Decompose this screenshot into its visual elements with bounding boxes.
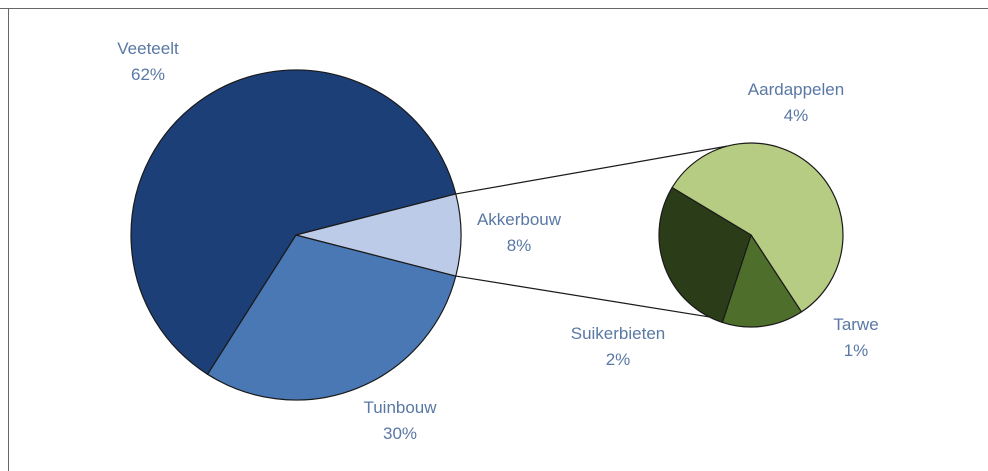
label-suikerbieten-name: Suikerbieten [571, 324, 666, 343]
connector-lines [455, 145, 728, 318]
label-tuinbouw-value: 30% [383, 424, 417, 443]
label-tarwe-value: 1% [844, 341, 869, 360]
connector-line-top [455, 145, 728, 195]
label-suikerbieten-value: 2% [606, 350, 631, 369]
label-tuinbouw-name: Tuinbouw [363, 398, 437, 417]
pie-slice-veeteelt [130, 69, 457, 375]
label-tarwe-name: Tarwe [833, 315, 878, 334]
main-pie [130, 69, 462, 401]
label-aardappelen-name: Aardappelen [748, 80, 844, 99]
pie-slice-tarwe [721, 234, 803, 328]
pie-slice-suikerbieten [658, 187, 752, 324]
label-veeteelt-name: Veeteelt [117, 39, 179, 58]
label-akkerbouw-value: 8% [507, 236, 532, 255]
label-aardappelen-value: 4% [784, 106, 809, 125]
frame-top-border [0, 8, 988, 9]
label-akkerbouw-name: Akkerbouw [477, 210, 562, 229]
connector-line-bottom [455, 275, 710, 318]
sub-pie [658, 142, 844, 328]
pie-slice-tuinbouw [206, 234, 457, 401]
pie-slice-aardappelen [671, 142, 844, 313]
label-veeteelt-value: 62% [131, 65, 165, 84]
frame-left-border [8, 8, 9, 471]
